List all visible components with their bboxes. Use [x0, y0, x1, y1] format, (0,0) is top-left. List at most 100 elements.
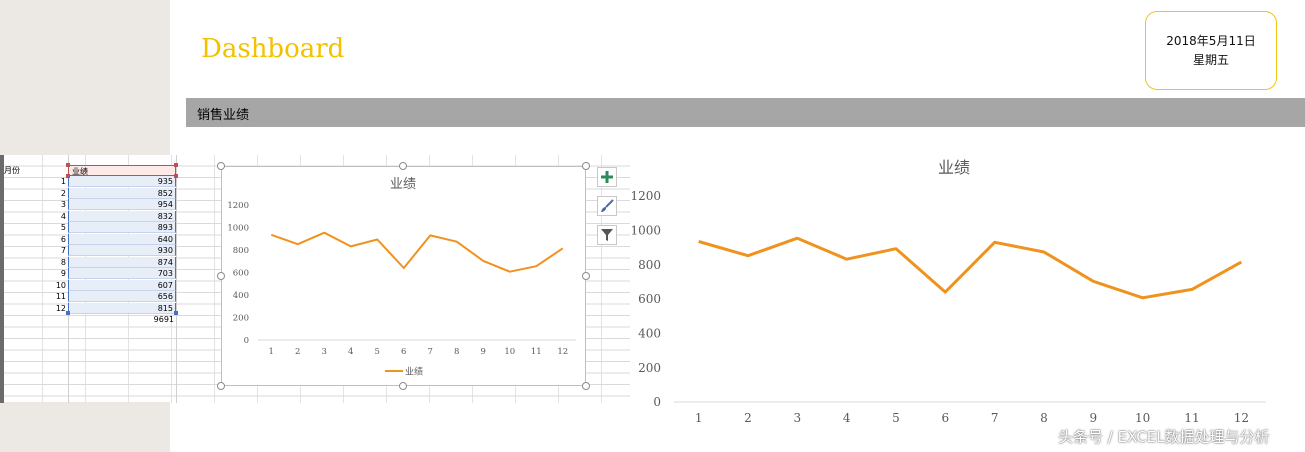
- header-month-cell[interactable]: 月份: [4, 166, 20, 175]
- series-line: [698, 236, 1243, 300]
- selection-handle[interactable]: [66, 174, 70, 178]
- y-tick-label: 0: [244, 336, 249, 346]
- x-tick-label: 6: [942, 411, 950, 425]
- value-cell[interactable]: 703: [68, 268, 176, 279]
- column-divider: [68, 155, 69, 403]
- x-tick-label: 8: [1040, 411, 1048, 425]
- y-tick-label: 1000: [227, 223, 249, 233]
- month-cell[interactable]: 11: [55, 292, 66, 301]
- month-cell[interactable]: 4: [60, 211, 66, 221]
- series-line: [270, 231, 564, 273]
- y-tick-label: 1200: [630, 189, 661, 203]
- dashboard-title: Dashboard: [201, 34, 345, 64]
- plus-icon: [601, 171, 613, 183]
- month-cell[interactable]: 7: [60, 246, 66, 255]
- value-cell[interactable]: 815: [68, 302, 176, 314]
- value-cell[interactable]: 852: [68, 187, 176, 199]
- month-cell[interactable]: 12: [55, 303, 66, 313]
- x-tick-label: 5: [375, 347, 380, 357]
- x-tick-label: 11: [1184, 411, 1199, 425]
- selection-handle[interactable]: [174, 311, 178, 315]
- chart-resize-handle[interactable]: [582, 162, 590, 170]
- month-cell[interactable]: 8: [60, 257, 66, 267]
- month-cell[interactable]: 2: [60, 188, 66, 198]
- y-tick-label: 1000: [630, 224, 661, 238]
- y-tick-label: 800: [638, 258, 661, 272]
- chart-resize-handle[interactable]: [217, 272, 225, 280]
- date-box: 2018年5月11日 星期五: [1145, 11, 1277, 90]
- month-cell[interactable]: 5: [60, 223, 66, 232]
- x-tick-label: 8: [454, 347, 459, 357]
- x-tick-label: 7: [991, 411, 999, 425]
- x-tick-label: 1: [695, 411, 703, 425]
- y-tick-label: 400: [638, 327, 661, 341]
- dashboard-chart[interactable]: 业绩 0 200 400 600 800 1000 1200 1 2 3 4 5 6 7 8 9 10 11 12: [630, 150, 1305, 440]
- x-tick-label: 2: [744, 411, 752, 425]
- chart-resize-handle[interactable]: [399, 382, 407, 390]
- column-divider: [176, 155, 177, 403]
- y-tick-label: 0: [653, 395, 661, 409]
- row-header-strip: [0, 155, 4, 403]
- value-cell[interactable]: 874: [68, 256, 176, 268]
- value-cell[interactable]: 954: [68, 199, 176, 210]
- value-cell[interactable]: 640: [68, 233, 176, 245]
- chart-styles-button[interactable]: [597, 196, 617, 216]
- chart-resize-handle[interactable]: [582, 382, 590, 390]
- month-cell[interactable]: 6: [60, 234, 66, 244]
- value-cell[interactable]: 930: [68, 245, 176, 256]
- x-tick-label: 10: [1135, 411, 1150, 425]
- filter-icon: [601, 229, 613, 241]
- value-cell[interactable]: 607: [68, 279, 176, 291]
- x-tick-label: 3: [794, 411, 802, 425]
- x-tick-label: 12: [1234, 411, 1249, 425]
- chart-resize-handle[interactable]: [399, 162, 407, 170]
- weekday-text: 星期五: [1192, 52, 1229, 67]
- total-cell[interactable]: 9691: [153, 315, 174, 324]
- value-cell[interactable]: 893: [68, 222, 176, 233]
- x-tick-label: 11: [531, 347, 542, 357]
- x-tick-label: 6: [401, 347, 406, 357]
- chart-elements-button[interactable]: [597, 167, 617, 187]
- x-tick-label: 7: [428, 347, 433, 357]
- x-tick-label: 4: [348, 347, 353, 357]
- value-cell[interactable]: 656: [68, 291, 176, 302]
- x-tick-label: 1: [269, 347, 274, 357]
- y-tick-label: 200: [638, 361, 661, 375]
- month-cell[interactable]: 3: [60, 200, 66, 209]
- watermark-text: 头条号 / EXCEL数据处理与分析: [1058, 428, 1270, 446]
- brush-icon: [601, 199, 614, 212]
- section-header: 销售业绩: [186, 98, 1305, 127]
- month-cell[interactable]: 10: [55, 280, 66, 290]
- embedded-chart[interactable]: 业绩 0 200 400 600 800 1000 1200 1 2 3 4 5 6 7 8 9 10 11 12 业绩: [221, 166, 586, 386]
- value-cell[interactable]: 935: [68, 176, 176, 187]
- chart-filters-button[interactable]: [597, 225, 617, 245]
- chart-resize-handle[interactable]: [582, 272, 590, 280]
- y-tick-label: 400: [233, 291, 249, 301]
- x-tick-label: 10: [504, 347, 515, 357]
- y-tick-label: 600: [233, 268, 249, 278]
- chart-resize-handle[interactable]: [217, 162, 225, 170]
- sheet-background-top: [0, 0, 170, 155]
- chart-title: 业绩: [390, 177, 416, 192]
- selection-handle[interactable]: [66, 163, 70, 167]
- y-tick-label: 200: [233, 313, 249, 323]
- legend-label: 业绩: [405, 366, 423, 378]
- y-tick-label: 600: [638, 292, 661, 306]
- selection-handle[interactable]: [66, 311, 70, 315]
- selection-handle[interactable]: [174, 174, 178, 178]
- section-title: 销售业绩: [197, 108, 250, 123]
- selection-handle[interactable]: [174, 163, 178, 167]
- chart-resize-handle[interactable]: [217, 382, 225, 390]
- month-cell[interactable]: 9: [60, 269, 66, 278]
- y-tick-label: 800: [233, 246, 249, 256]
- sheet-background-bottom: [0, 402, 170, 452]
- x-tick-label: 4: [843, 411, 851, 425]
- header-value-cell[interactable]: 业绩: [68, 165, 176, 176]
- month-cell[interactable]: 1: [60, 177, 66, 186]
- x-tick-label: 9: [1090, 411, 1098, 425]
- x-tick-label: 5: [892, 411, 900, 425]
- x-tick-label: 12: [557, 347, 568, 357]
- value-cell[interactable]: 832: [68, 210, 176, 222]
